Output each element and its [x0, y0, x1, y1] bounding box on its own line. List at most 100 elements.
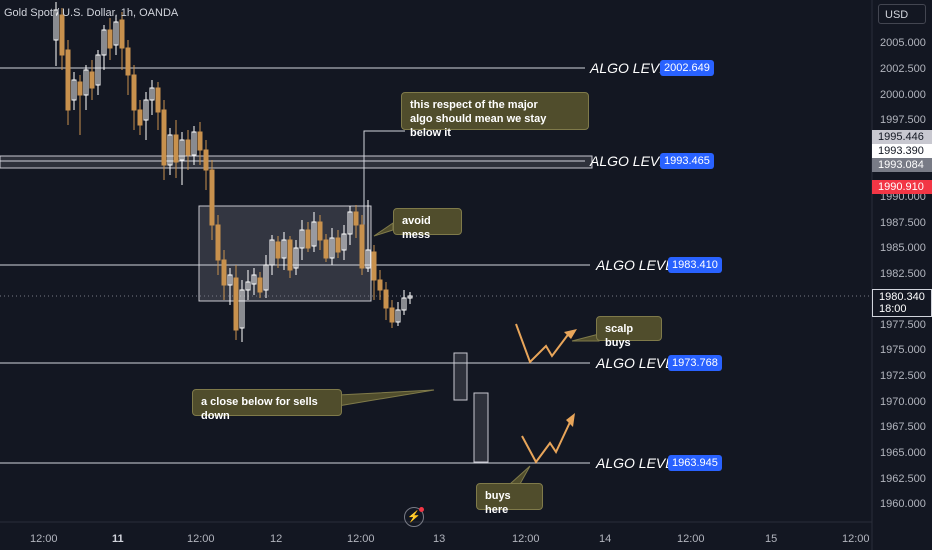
price-tick: 1985.000	[880, 242, 926, 254]
algo-level-label[interactable]: ALGO LEVEL	[590, 60, 677, 76]
algo-level-value: 1993.465	[660, 153, 714, 169]
candle-body	[263, 264, 269, 291]
price-tick: 1990.000	[880, 191, 926, 203]
candle-body	[71, 79, 77, 101]
buys-here-arrowhead	[566, 413, 575, 427]
candle-body	[335, 237, 341, 253]
candle-body	[173, 134, 179, 163]
consolidation-box[interactable]	[198, 205, 372, 302]
price-tick: 2002.500	[880, 63, 926, 75]
price-tick: 1977.500	[880, 319, 926, 331]
candle-body	[347, 211, 353, 235]
candle-body	[185, 139, 191, 156]
candle-body	[233, 277, 239, 331]
respect-note-line2: algo should mean we stay below it	[410, 113, 547, 139]
projection-box-1[interactable]	[453, 352, 468, 401]
candle-body	[59, 14, 65, 56]
respect-note-pointer	[363, 130, 405, 262]
time-tick: 12:00	[347, 533, 375, 545]
respect-note-line1: this respect of the major	[410, 99, 538, 111]
price-label-high2: 1993.390	[872, 144, 932, 158]
last-price-label: 1980.340 18:00	[872, 289, 932, 317]
candle-body	[65, 49, 71, 111]
time-tick: 12:00	[677, 533, 705, 545]
symbol-title[interactable]: Gold Spot / U.S. Dollar, 1h, OANDA	[4, 7, 179, 19]
candle-body	[311, 221, 317, 247]
candle-body	[329, 237, 335, 259]
candle-body	[359, 224, 365, 269]
candle-body	[245, 281, 251, 291]
candle-body	[341, 233, 347, 251]
candle-body	[251, 274, 257, 285]
candle-body	[299, 229, 305, 249]
respect-note[interactable]: this respect of the major algo should me…	[401, 92, 589, 139]
algo-level-value: 1983.410	[668, 257, 722, 273]
price-tick: 1967.500	[880, 421, 926, 433]
time-tick: 12:00	[187, 533, 215, 545]
price-tick: 1960.000	[880, 498, 926, 510]
algo-level-label[interactable]: ALGO LEVEL	[590, 153, 677, 169]
current-price-label: 1990.910	[872, 180, 932, 194]
candle-body	[95, 54, 101, 86]
time-tick: 15	[765, 533, 778, 545]
scalp-buys-arrow[interactable]	[515, 323, 571, 364]
candle-body	[275, 241, 281, 259]
candle-body	[227, 274, 233, 286]
algo-level-label[interactable]: ALGO LEVEL	[596, 257, 683, 273]
time-tick: 12	[270, 533, 283, 545]
candle-body	[269, 239, 275, 266]
candle-body	[293, 247, 299, 269]
scalp-buys-note[interactable]: scalp buys	[596, 316, 662, 349]
candle-body	[83, 69, 89, 96]
candle-body	[203, 149, 209, 171]
candle-body	[179, 139, 185, 161]
price-label-high1: 1995.446	[872, 130, 932, 144]
candle-body	[377, 279, 383, 291]
candle-body	[137, 109, 143, 126]
candle-body	[209, 169, 215, 226]
price-tick: 1975.000	[880, 344, 926, 356]
algo-level-label[interactable]: ALGO LEVEL	[596, 455, 683, 471]
candle-body	[53, 9, 59, 41]
price-tick: 1965.000	[880, 447, 926, 459]
currency-button[interactable]: USD	[878, 4, 926, 24]
candle-body	[149, 87, 155, 101]
lightning-icon[interactable]: ⚡	[404, 507, 424, 527]
time-tick: 12:00	[30, 533, 58, 545]
candle-body	[161, 109, 167, 166]
algo-level-value: 1973.768	[668, 355, 722, 371]
candle-body	[305, 229, 311, 249]
price-tick: 2005.000	[880, 37, 926, 49]
price-label-high3: 1993.084	[872, 158, 932, 172]
price-tick: 1987.500	[880, 217, 926, 229]
candle-body	[389, 307, 395, 323]
candle-body	[257, 277, 263, 293]
candle-body	[317, 221, 323, 241]
avoid-mess-note[interactable]: avoid mess	[393, 208, 462, 241]
candle-body	[119, 19, 125, 49]
buys-here-arrow[interactable]	[521, 419, 572, 464]
candle-body	[401, 297, 407, 311]
algo-band-2[interactable]	[0, 155, 593, 169]
candle-body	[383, 289, 389, 309]
buys-here-note[interactable]: buys here	[476, 483, 543, 516]
candle-body	[365, 249, 371, 269]
price-tick: 1972.500	[880, 370, 926, 382]
last-price-value: 1980.340	[879, 291, 925, 303]
candle-body	[113, 21, 119, 46]
candle-body	[287, 239, 293, 271]
algo-level-label[interactable]: ALGO LEVEL	[596, 355, 683, 371]
candle-body	[101, 29, 107, 56]
close-below-note[interactable]: a close below for sells down	[192, 389, 342, 422]
price-tick: 1997.500	[880, 114, 926, 126]
candle-body	[239, 289, 245, 329]
candle-body	[167, 134, 173, 166]
scalp-note-pointer	[571, 333, 600, 342]
avoid-mess-pointer	[373, 222, 394, 237]
price-tick: 1962.500	[880, 473, 926, 485]
projection-box-2[interactable]	[473, 392, 489, 463]
close-note-pointer	[337, 389, 435, 407]
algo-level-value: 1963.945	[668, 455, 722, 471]
candle-body	[77, 81, 83, 96]
